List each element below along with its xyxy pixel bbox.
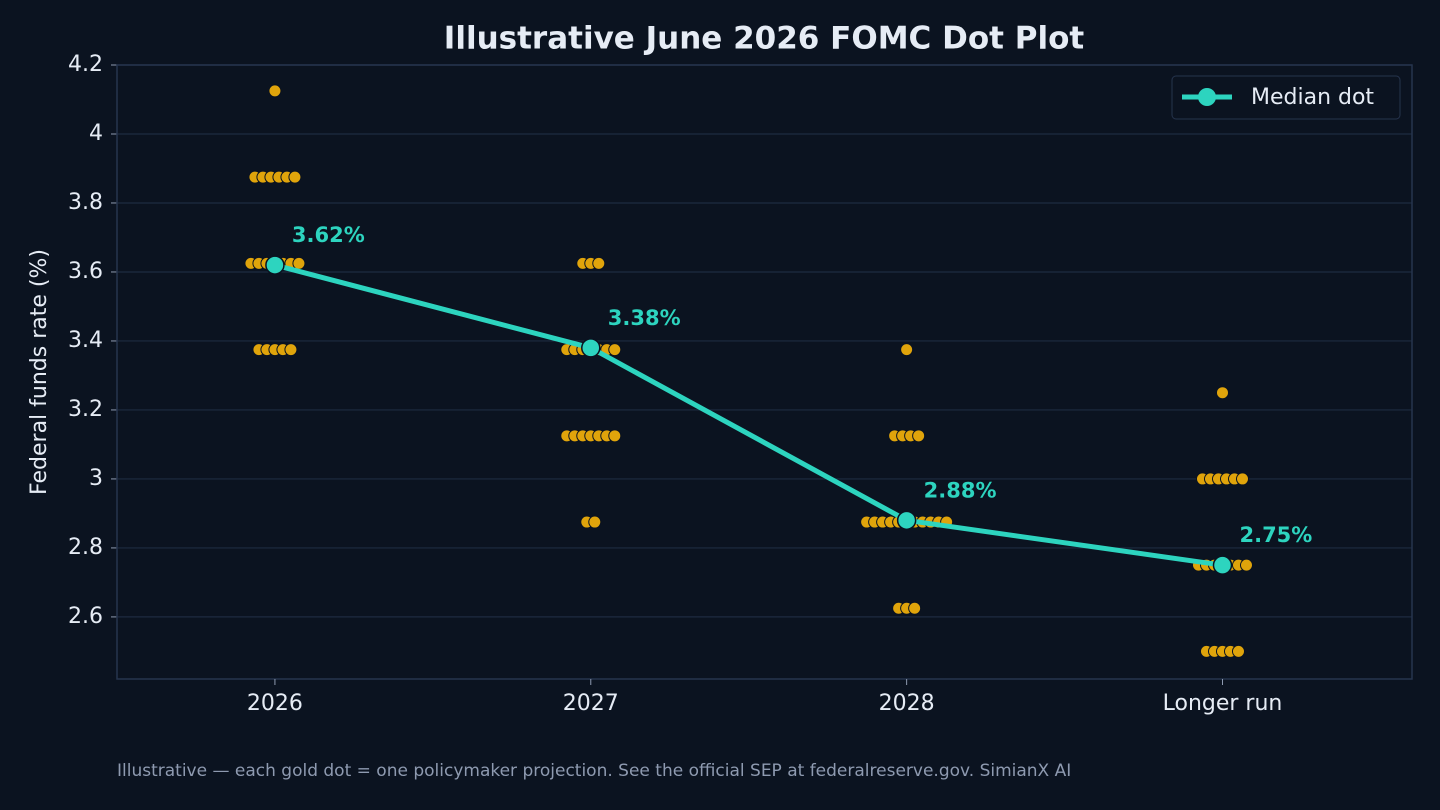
y-axis-label: Federal funds rate (%) [27, 249, 52, 495]
median-dot [265, 255, 285, 275]
projection-dot [900, 343, 914, 357]
legend-label: Median dot [1251, 85, 1374, 110]
x-tick-label: 2026 [247, 691, 303, 716]
projection-dot [912, 429, 926, 443]
y-tick-label: 3.4 [68, 328, 103, 353]
y-tick-label: 2.6 [68, 604, 103, 629]
x-tick-label: 2028 [879, 691, 935, 716]
projection-dot [608, 343, 622, 357]
projection-dot [288, 170, 302, 184]
projection-dot [284, 343, 298, 357]
projection-dot [1239, 558, 1253, 572]
projection-dot [1215, 386, 1229, 400]
median-label: 2.88% [924, 478, 997, 502]
y-tick-label: 4.2 [68, 52, 103, 77]
legend-box [1171, 75, 1401, 120]
projection-dot [292, 256, 306, 270]
median-label: 3.38% [608, 306, 681, 330]
footnote: Illustrative — each gold dot = one polic… [117, 761, 1071, 781]
y-tick-label: 3 [89, 466, 103, 491]
median-dot [896, 510, 917, 531]
y-tick-label: 3.2 [68, 397, 103, 422]
legend-marker [1198, 88, 1216, 106]
plot-frame [116, 64, 1413, 680]
x-tick-label: Longer run [1163, 691, 1283, 716]
y-tick-label: 3.8 [68, 190, 103, 215]
projection-dot [1231, 644, 1245, 658]
median-line [274, 262, 1223, 568]
median-dot [1212, 555, 1233, 575]
projection-dot [1235, 472, 1249, 486]
projection-dot [592, 256, 606, 270]
projection-dot [268, 84, 282, 98]
projection-dot [908, 601, 922, 615]
chart-title: Illustrative June 2026 FOMC Dot Plot [444, 21, 1085, 57]
median-dot [581, 338, 601, 358]
median-label: 2.75% [1239, 523, 1312, 547]
median-label: 3.62% [292, 223, 365, 247]
y-tick-label: 3.6 [68, 259, 103, 284]
projection-dot [588, 515, 602, 529]
y-tick-label: 2.8 [68, 535, 103, 560]
x-tick-label: 2027 [563, 691, 619, 716]
y-tick-label: 4 [89, 121, 103, 146]
projection-dot [608, 429, 622, 443]
